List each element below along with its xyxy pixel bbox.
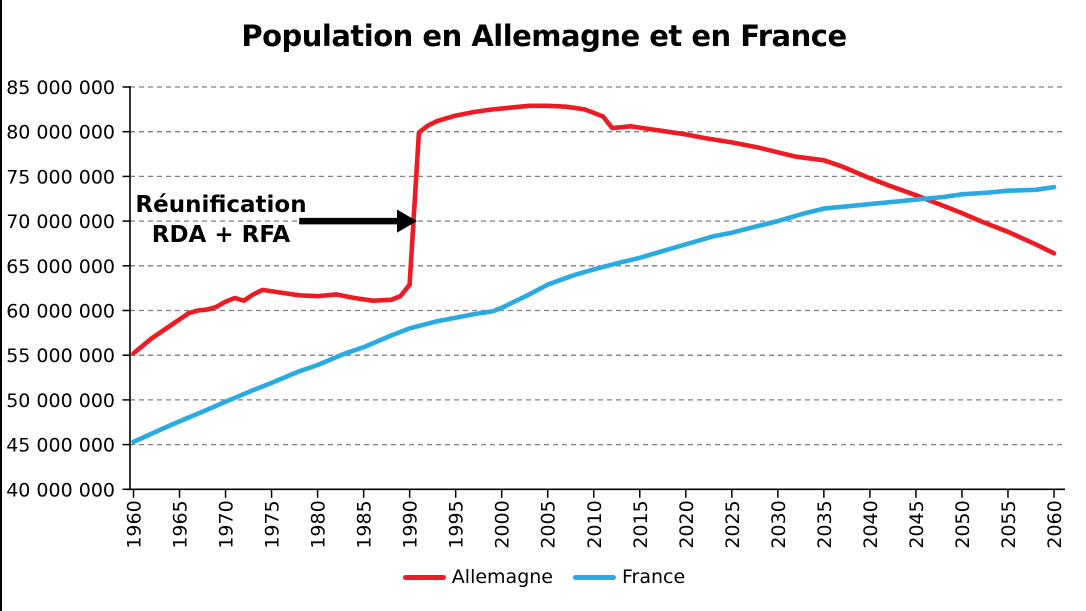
y-tick-label: 40 000 000 [6,479,115,501]
x-tick-label: 2055 [998,500,1020,548]
x-tick-label: 2040 [860,500,882,548]
x-tick-label: 2005 [538,500,560,548]
y-tick-label: 55 000 000 [6,345,115,367]
annotation-arrow-head [397,209,418,233]
x-tick-label: 2015 [630,500,652,548]
x-tick-label: 2000 [492,500,514,548]
annotation-line-1: Réunification [135,192,307,218]
x-tick-label: 2050 [952,500,974,548]
chart-title: Population en Allemagne et en France [241,19,847,53]
legend-item-allemagne: Allemagne [402,565,553,589]
y-tick-label: 50 000 000 [6,390,115,412]
x-tick-label: 2020 [676,500,698,548]
x-tick-label: 1960 [124,500,146,548]
y-tick-label: 60 000 000 [6,301,115,323]
x-tick-label: 2010 [584,500,606,548]
legend-item-france: France [573,565,685,589]
x-tick-label: 1970 [216,500,238,548]
allemagne-line [131,103,1057,356]
france-line-swatch [573,574,616,580]
x-tick-label: 2035 [814,500,836,548]
legend-label-france: France [622,566,686,588]
legend-label-allemagne: Allemagne [451,566,553,588]
x-tick-label: 2025 [722,500,744,548]
x-tick-label: 1980 [308,500,330,548]
x-tick-label: 1985 [354,500,376,548]
y-tick-label: 65 000 000 [6,256,115,278]
annotation-line-2: RDA + RFA [151,222,291,248]
x-tick-label: 1995 [446,500,468,548]
x-tick-label: 1965 [170,500,192,548]
x-tick-label: 2060 [1044,500,1066,548]
y-tick-label: 45 000 000 [6,435,115,457]
y-tick-label: 75 000 000 [6,166,115,188]
x-tick-label: 1990 [400,500,422,548]
x-tick-label: 2045 [906,500,928,548]
chart-legend: Allemagne France [2,565,1086,589]
y-tick-label: 80 000 000 [6,122,115,144]
x-tick-label: 2030 [768,500,790,548]
france-line [131,184,1057,445]
reunification-annotation: Réunification RDA + RFA [114,190,328,250]
allemagne-line-swatch [402,574,446,580]
y-tick-label: 70 000 000 [6,211,115,233]
y-tick-label: 85 000 000 [6,77,115,99]
x-tick-label: 1975 [262,500,284,548]
